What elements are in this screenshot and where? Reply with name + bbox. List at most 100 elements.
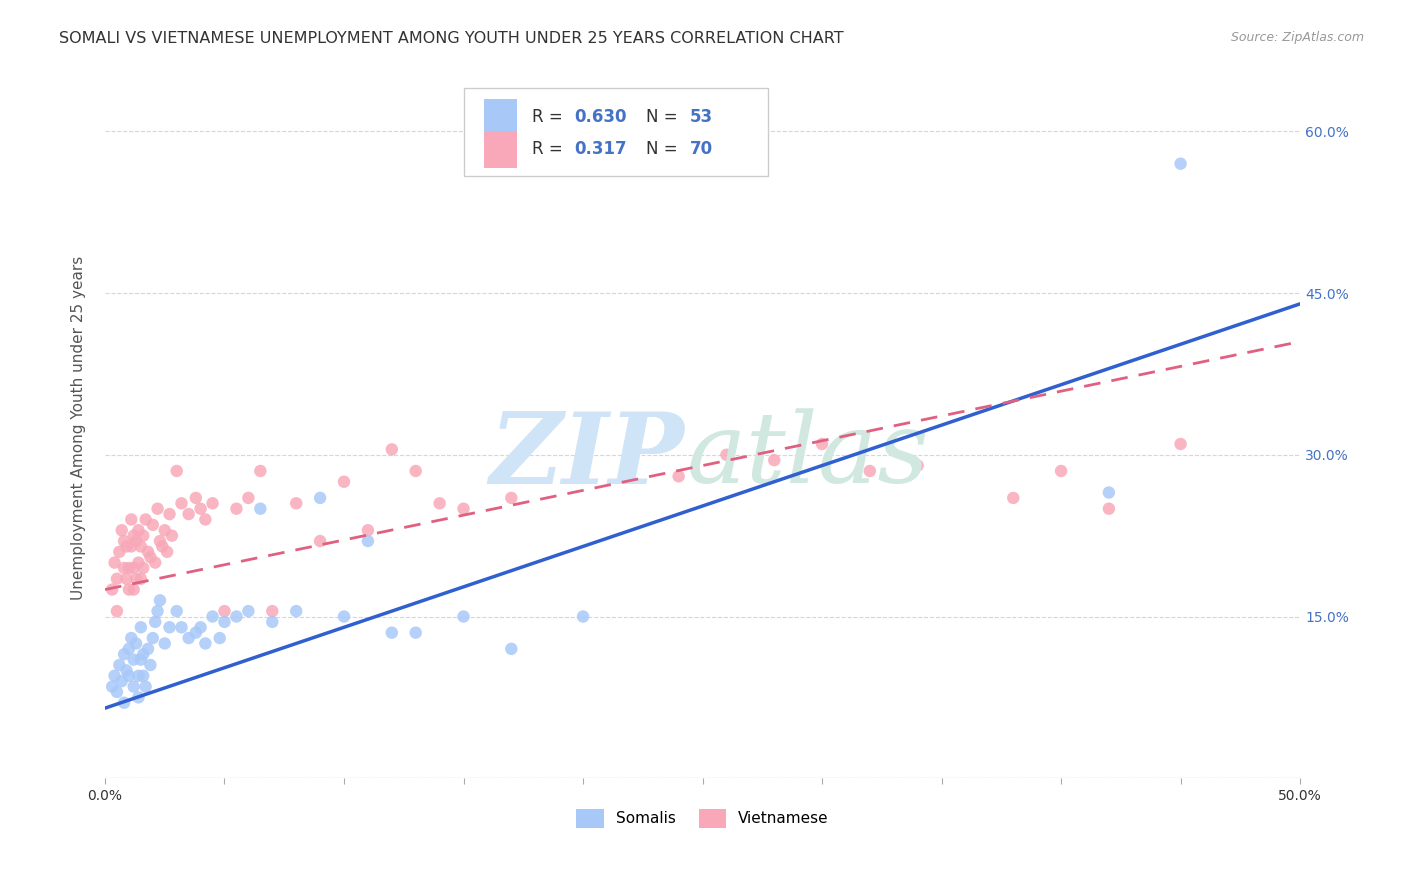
Point xyxy=(111,523,134,537)
Point xyxy=(139,658,162,673)
Point xyxy=(238,604,260,618)
Point xyxy=(194,512,217,526)
Point xyxy=(135,680,157,694)
Point xyxy=(333,609,356,624)
FancyBboxPatch shape xyxy=(484,99,517,136)
Point xyxy=(1170,437,1192,451)
Point xyxy=(572,442,595,457)
Point xyxy=(125,534,148,549)
Point xyxy=(122,561,145,575)
Point xyxy=(201,496,224,510)
Point xyxy=(1098,485,1121,500)
Text: 53: 53 xyxy=(689,108,713,127)
Text: 0.317: 0.317 xyxy=(575,140,627,159)
Point xyxy=(159,507,181,521)
Point xyxy=(381,625,404,640)
Point xyxy=(112,561,135,575)
Point xyxy=(170,496,193,510)
Point xyxy=(129,572,152,586)
Point xyxy=(1098,501,1121,516)
Point xyxy=(129,540,152,554)
Point xyxy=(136,641,159,656)
Point xyxy=(105,685,128,699)
Point xyxy=(208,631,231,645)
Point xyxy=(149,534,172,549)
Point xyxy=(120,540,142,554)
Point xyxy=(142,517,165,532)
Point xyxy=(115,572,138,586)
Point xyxy=(118,641,141,656)
Text: 0.630: 0.630 xyxy=(575,108,627,127)
Text: R =: R = xyxy=(531,108,568,127)
Point xyxy=(381,442,404,457)
Point xyxy=(120,631,142,645)
Point xyxy=(105,604,128,618)
Point xyxy=(453,609,475,624)
Point xyxy=(453,501,475,516)
Point xyxy=(190,501,212,516)
Point xyxy=(572,609,595,624)
Point xyxy=(153,523,176,537)
Point xyxy=(127,556,149,570)
Point xyxy=(129,620,152,634)
Y-axis label: Unemployment Among Youth under 25 years: Unemployment Among Youth under 25 years xyxy=(72,256,86,600)
Point xyxy=(166,464,188,478)
Point xyxy=(149,593,172,607)
Point xyxy=(285,496,308,510)
Point xyxy=(127,669,149,683)
Point xyxy=(225,609,247,624)
Point xyxy=(177,507,200,521)
Text: Source: ZipAtlas.com: Source: ZipAtlas.com xyxy=(1230,31,1364,45)
Point xyxy=(238,491,260,505)
Legend: Somalis, Vietnamese: Somalis, Vietnamese xyxy=(569,803,835,834)
Point xyxy=(122,528,145,542)
Point xyxy=(112,534,135,549)
FancyBboxPatch shape xyxy=(484,131,517,168)
Point xyxy=(125,572,148,586)
Point xyxy=(132,528,155,542)
Point xyxy=(501,491,523,505)
Point xyxy=(153,636,176,650)
Text: atlas: atlas xyxy=(688,409,929,503)
Point xyxy=(357,534,380,549)
Point xyxy=(132,669,155,683)
Point xyxy=(177,631,200,645)
Point xyxy=(118,561,141,575)
Point xyxy=(103,669,125,683)
Point xyxy=(1050,464,1073,478)
Point xyxy=(716,448,738,462)
Point xyxy=(405,625,427,640)
Point xyxy=(132,647,155,661)
Point xyxy=(122,680,145,694)
Point xyxy=(120,512,142,526)
Point xyxy=(907,458,929,473)
Point xyxy=(118,669,141,683)
Point xyxy=(142,631,165,645)
Point xyxy=(135,512,157,526)
Point xyxy=(146,604,169,618)
Text: 70: 70 xyxy=(689,140,713,159)
Point xyxy=(429,496,451,510)
Point xyxy=(103,556,125,570)
Text: N =: N = xyxy=(647,140,683,159)
Point xyxy=(184,491,207,505)
Point xyxy=(127,690,149,705)
Text: R =: R = xyxy=(531,140,572,159)
Point xyxy=(620,453,643,467)
Text: ZIP: ZIP xyxy=(489,408,685,504)
Point xyxy=(309,491,332,505)
Point xyxy=(159,620,181,634)
Point xyxy=(112,647,135,661)
Point xyxy=(190,620,212,634)
Point xyxy=(115,540,138,554)
Text: SOMALI VS VIETNAMESE UNEMPLOYMENT AMONG YOUTH UNDER 25 YEARS CORRELATION CHART: SOMALI VS VIETNAMESE UNEMPLOYMENT AMONG … xyxy=(59,31,844,46)
Point xyxy=(146,501,169,516)
Text: N =: N = xyxy=(647,108,683,127)
Point xyxy=(225,501,247,516)
Point xyxy=(105,572,128,586)
Point xyxy=(118,582,141,597)
Point xyxy=(405,464,427,478)
Point xyxy=(108,658,131,673)
Point xyxy=(668,469,690,483)
Point xyxy=(101,582,124,597)
